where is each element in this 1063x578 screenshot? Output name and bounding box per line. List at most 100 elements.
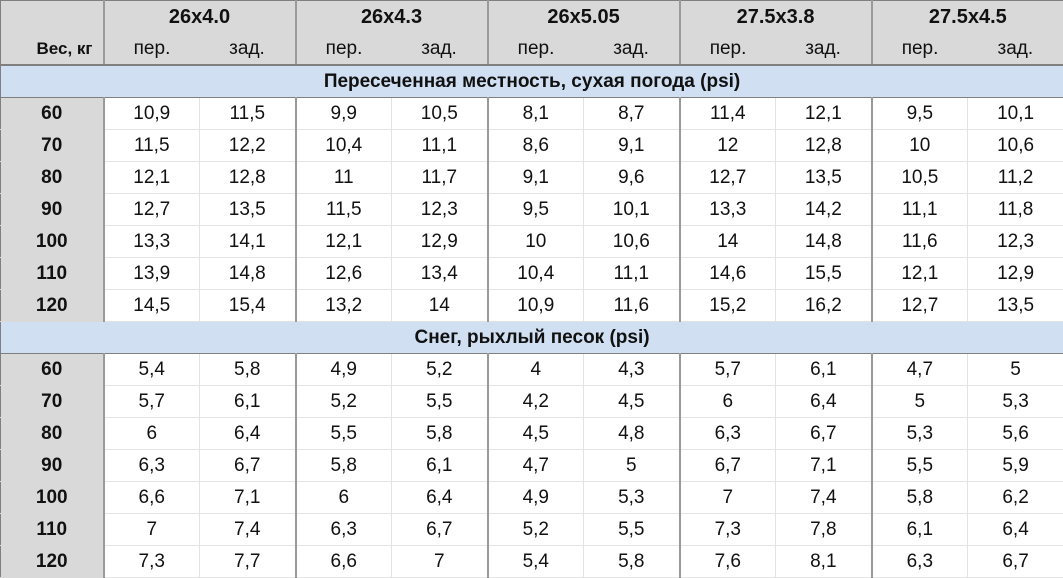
front-pressure-cell: 6,3 — [872, 546, 968, 578]
tire-size-header: 27.5x3.8 — [680, 1, 872, 34]
rear-pressure-cell: 7,4 — [200, 514, 296, 546]
rear-pressure-cell: 11,5 — [200, 98, 296, 130]
front-pressure-cell: 6,3 — [296, 514, 392, 546]
rear-pressure-cell: 5 — [968, 354, 1063, 386]
rear-pressure-cell: 11,8 — [968, 194, 1063, 226]
rear-pressure-cell: 6,1 — [392, 450, 488, 482]
weight-cell: 120 — [1, 546, 104, 578]
front-pressure-cell: 11,6 — [872, 226, 968, 258]
front-pressure-cell: 10 — [488, 226, 584, 258]
front-pressure-cell: 5,4 — [104, 354, 200, 386]
rear-pressure-cell: 15,5 — [776, 258, 872, 290]
front-pressure-cell: 11 — [296, 162, 392, 194]
rear-pressure-cell: 11,1 — [584, 258, 680, 290]
front-pressure-cell: 6,7 — [680, 450, 776, 482]
front-pressure-cell: 5,2 — [296, 386, 392, 418]
rear-pressure-cell: 7,7 — [200, 546, 296, 578]
rear-pressure-cell: 10,6 — [968, 130, 1063, 162]
section-title-row: Пересеченная местность, сухая погода (ps… — [1, 65, 1063, 98]
front-pressure-cell: 10,5 — [872, 162, 968, 194]
front-pressure-cell: 12 — [680, 130, 776, 162]
wheel-position-row: Вес, кг пер. зад. пер. зад. пер. зад. пе… — [1, 33, 1063, 65]
front-pressure-cell: 5,7 — [104, 386, 200, 418]
front-pressure-cell: 13,9 — [104, 258, 200, 290]
front-pressure-cell: 13,3 — [680, 194, 776, 226]
rear-pressure-cell: 15,4 — [200, 290, 296, 322]
front-wheel-header: пер. — [680, 33, 776, 65]
front-pressure-cell: 12,1 — [104, 162, 200, 194]
front-pressure-cell: 14 — [680, 226, 776, 258]
front-pressure-cell: 5,5 — [296, 418, 392, 450]
front-pressure-cell: 12,7 — [104, 194, 200, 226]
front-pressure-cell: 10,4 — [488, 258, 584, 290]
rear-pressure-cell: 8,7 — [584, 98, 680, 130]
front-pressure-cell: 8,1 — [488, 98, 584, 130]
front-pressure-cell: 12,6 — [296, 258, 392, 290]
rear-pressure-cell: 10,5 — [392, 98, 488, 130]
front-pressure-cell: 11,5 — [104, 130, 200, 162]
front-pressure-cell: 10,9 — [488, 290, 584, 322]
rear-pressure-cell: 14,1 — [200, 226, 296, 258]
front-wheel-header: пер. — [104, 33, 200, 65]
front-pressure-cell: 7,3 — [680, 514, 776, 546]
rear-pressure-cell: 5,5 — [584, 514, 680, 546]
rear-pressure-cell: 6,1 — [200, 386, 296, 418]
rear-pressure-cell: 6,7 — [968, 546, 1063, 578]
weight-cell: 80 — [1, 418, 104, 450]
front-pressure-cell: 12,1 — [872, 258, 968, 290]
rear-pressure-cell: 7,8 — [776, 514, 872, 546]
rear-pressure-cell: 12,1 — [776, 98, 872, 130]
front-pressure-cell: 7 — [104, 514, 200, 546]
weight-corner-cell — [1, 1, 104, 34]
front-pressure-cell: 5,4 — [488, 546, 584, 578]
rear-pressure-cell: 4,8 — [584, 418, 680, 450]
rear-pressure-cell: 5,8 — [584, 546, 680, 578]
front-pressure-cell: 4,2 — [488, 386, 584, 418]
rear-pressure-cell: 11,6 — [584, 290, 680, 322]
weight-cell: 90 — [1, 194, 104, 226]
rear-pressure-cell: 14,8 — [776, 226, 872, 258]
weight-cell: 60 — [1, 98, 104, 130]
rear-pressure-cell: 14,2 — [776, 194, 872, 226]
weight-cell: 110 — [1, 258, 104, 290]
front-pressure-cell: 6 — [296, 482, 392, 514]
front-pressure-cell: 9,1 — [488, 162, 584, 194]
rear-pressure-cell: 6,4 — [392, 482, 488, 514]
rear-pressure-cell: 11,1 — [392, 130, 488, 162]
tire-size-header: 26x4.3 — [296, 1, 488, 34]
weight-column-header: Вес, кг — [1, 33, 104, 65]
front-pressure-cell: 4,5 — [488, 418, 584, 450]
front-pressure-cell: 12,7 — [680, 162, 776, 194]
rear-pressure-cell: 12,3 — [392, 194, 488, 226]
rear-pressure-cell: 5,9 — [968, 450, 1063, 482]
weight-cell: 60 — [1, 354, 104, 386]
weight-cell: 120 — [1, 290, 104, 322]
rear-pressure-cell: 7,1 — [776, 450, 872, 482]
front-wheel-header: пер. — [296, 33, 392, 65]
front-pressure-cell: 10 — [872, 130, 968, 162]
rear-pressure-cell: 14,8 — [200, 258, 296, 290]
rear-pressure-cell: 5 — [584, 450, 680, 482]
rear-pressure-cell: 12,9 — [392, 226, 488, 258]
rear-pressure-cell: 13,5 — [776, 162, 872, 194]
weight-cell: 100 — [1, 226, 104, 258]
rear-pressure-cell: 6,7 — [200, 450, 296, 482]
front-pressure-cell: 14,6 — [680, 258, 776, 290]
rear-pressure-cell: 7,1 — [200, 482, 296, 514]
front-pressure-cell: 15,2 — [680, 290, 776, 322]
rear-pressure-cell: 5,8 — [200, 354, 296, 386]
